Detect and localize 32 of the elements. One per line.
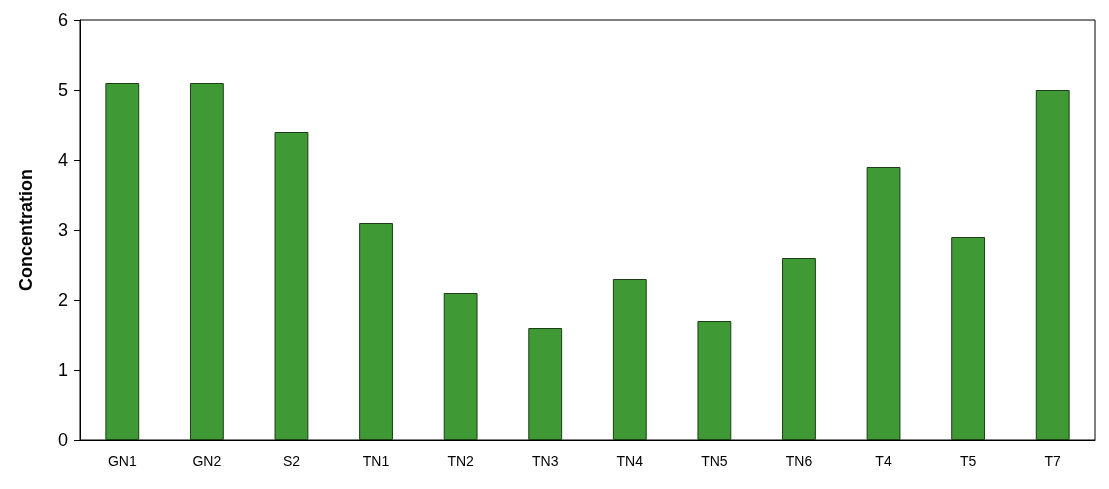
x-tick-label: GN2 [192,453,222,469]
bar [274,132,309,440]
y-tick-label: 6 [57,10,68,30]
x-tick-label: T4 [875,453,892,469]
y-tick-label: 3 [57,220,68,240]
y-tick-label: 2 [57,290,68,310]
bar [951,237,986,440]
bar [359,223,393,440]
y-tick-label: 1 [57,360,68,380]
x-tick-label: GN1 [107,453,137,469]
y-tick-label: 4 [57,150,68,170]
y-axis-title: Concentration [16,168,36,292]
bar [782,258,816,440]
x-tick-label: TN6 [785,453,813,469]
x-tick-label: TN3 [531,453,559,469]
x-tick-label: TN1 [362,453,390,469]
x-tick-label: T5 [959,453,977,469]
bar [697,321,732,440]
x-tick-label: S2 [282,453,301,469]
y-tick-label: 0 [57,430,68,450]
bar [612,279,647,440]
bar [189,83,224,440]
bar [105,83,140,440]
x-tick-label: TN5 [701,453,728,469]
y-tick-label: 5 [57,80,68,100]
x-tick-label: TN4 [616,453,644,469]
bar [443,293,478,440]
x-tick-label: T7 [1044,453,1062,469]
bar [866,167,901,440]
bar [1035,90,1070,440]
x-tick-label: TN2 [447,453,475,469]
bar [528,328,563,440]
